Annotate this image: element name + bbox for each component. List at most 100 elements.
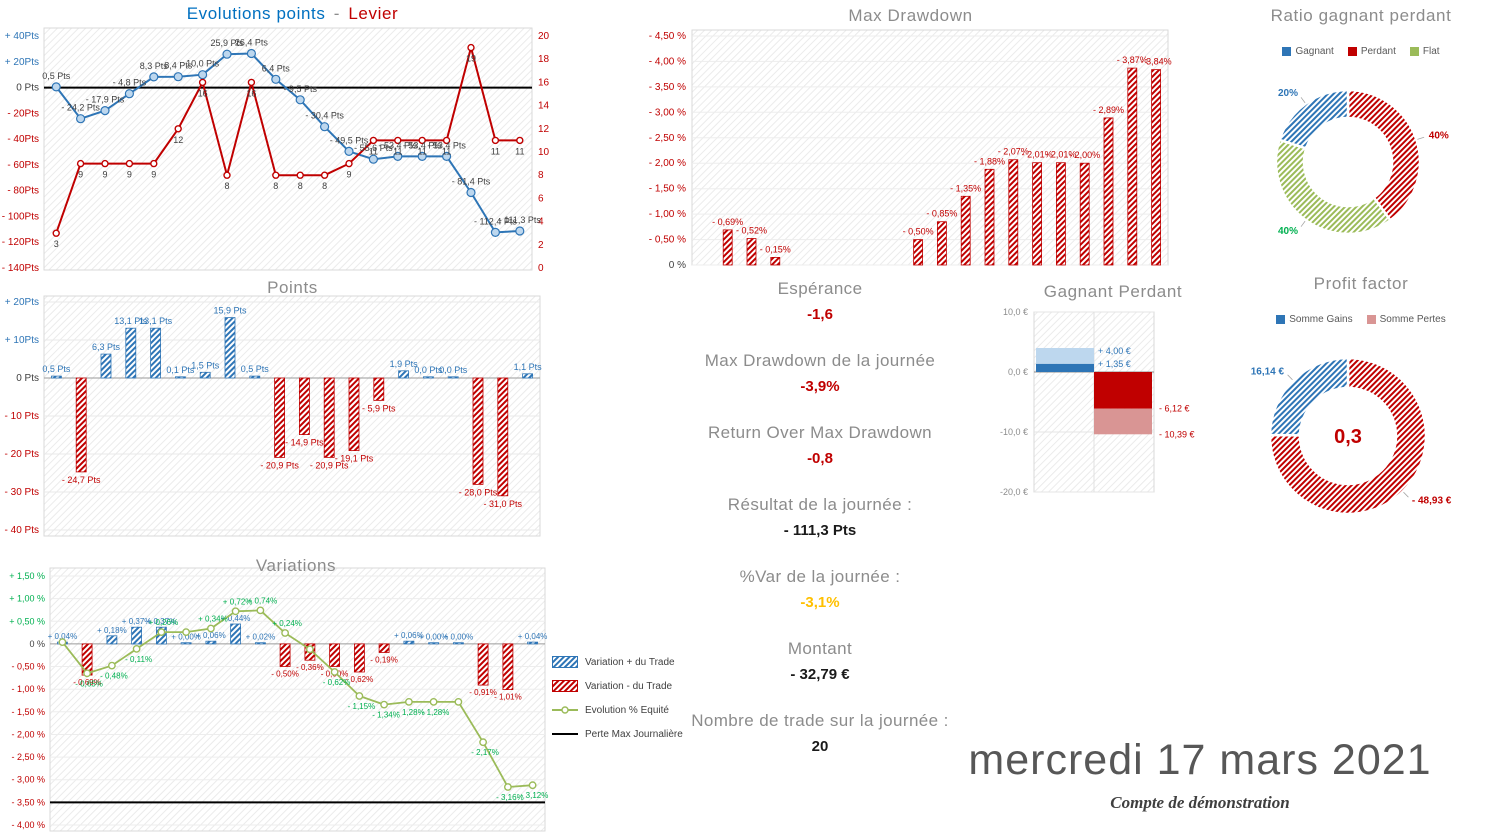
svg-text:0 Pts: 0 Pts (16, 373, 39, 384)
svg-text:6,4 Pts: 6,4 Pts (262, 63, 291, 73)
svg-text:11: 11 (491, 146, 500, 156)
svg-text:+ 0,02%: + 0,02% (246, 633, 276, 642)
stat-return-over-mdd-label: Return Over Max Drawdown (707, 423, 933, 442)
stat-var-journee: %Var de la journée : -3,1% (660, 564, 980, 616)
svg-text:+ 0,44%: + 0,44% (221, 614, 251, 623)
gagnant-perdant-section: Gagnant Perdant 10,0 € 0,0 € -10,0 € -20,0 … (988, 276, 1238, 511)
ratio-legend-flat-label: Flat (1422, 46, 1440, 57)
variations-chart-title: Variations (255, 556, 337, 575)
svg-text:+ 0,18%: + 0,18% (97, 626, 127, 635)
legend-item-variation-minus: Variation - du Trade (552, 680, 683, 692)
svg-text:- 20,9 Pts: - 20,9 Pts (310, 460, 349, 470)
svg-text:- 100Pts: - 100Pts (2, 211, 39, 222)
ratio-legend-gagnant-label: Gagnant (1295, 46, 1334, 57)
svg-text:- 60Pts: - 60Pts (7, 160, 39, 171)
svg-text:26,4 Pts: 26,4 Pts (235, 38, 269, 48)
flat-swatch (1409, 47, 1419, 56)
svg-text:8: 8 (298, 181, 303, 191)
variation-plus-swatch (552, 656, 578, 668)
ratio-legend-perdant: Perdant (1347, 46, 1396, 57)
svg-text:- 53,4 Pts: - 53,4 Pts (403, 140, 442, 150)
svg-text:- 0,36%: - 0,36% (296, 663, 324, 672)
svg-text:11: 11 (515, 146, 524, 156)
legend-item-variation-plus: Variation + du Trade (552, 656, 683, 668)
legend-label-variation-plus: Variation + du Trade (585, 656, 675, 668)
evolution-chart-title: Evolutions points - Levier (0, 4, 585, 24)
svg-text:- 0,85%: - 0,85% (926, 209, 957, 219)
svg-text:- 30 Pts: - 30 Pts (5, 487, 39, 498)
svg-text:25,9 Pts: 25,9 Pts (210, 38, 244, 48)
gagnant-perdant-title: Gagnant Perdant (1043, 282, 1183, 301)
svg-text:- 3,00 %: - 3,00 % (11, 775, 45, 785)
svg-text:19: 19 (466, 54, 476, 64)
svg-text:0 %: 0 % (29, 639, 45, 649)
svg-text:1,1 Pts: 1,1 Pts (514, 362, 543, 372)
points-bar-chart: + 20Pts + 10Pts 0 Pts - 10 Pts - 20 Pts - 30 … (5, 295, 543, 537)
svg-text:20%: 20% (1278, 88, 1298, 99)
svg-text:- 53,4 Pts: - 53,4 Pts (427, 140, 466, 150)
svg-text:- 2,07%: - 2,07% (998, 147, 1029, 157)
stat-nb-trades: Nombre de trade sur la journée : 20 (660, 708, 980, 760)
svg-text:- 24,7 Pts: - 24,7 Pts (62, 475, 101, 485)
svg-text:16: 16 (198, 88, 208, 98)
evolution-title-levier: Levier (348, 4, 399, 23)
svg-text:11: 11 (442, 146, 451, 156)
svg-text:+ 0,04%: + 0,04% (518, 632, 548, 641)
svg-text:- 55,6 Pts: - 55,6 Pts (354, 143, 393, 153)
svg-text:- 40 Pts: - 40 Pts (5, 525, 39, 536)
svg-text:-20,0 €: -20,0 € (1000, 487, 1028, 497)
svg-text:8: 8 (322, 181, 327, 191)
evolution-title-separator: - (333, 4, 341, 23)
legend-somme-pertes: Somme Pertes (1366, 314, 1446, 325)
svg-text:- 1,15%: - 1,15% (348, 702, 376, 711)
svg-text:+ 0,04%: + 0,04% (48, 632, 78, 641)
svg-text:- 17,9 Pts: - 17,9 Pts (86, 95, 125, 105)
stat-montant: Montant - 32,79 € (660, 636, 980, 688)
variations-chart: + 1,50 % + 1,00 % + 0,50 % 0 % - 0,50 % - 1,0… (9, 567, 549, 832)
svg-text:- 3,12%: - 3,12% (521, 791, 549, 800)
stat-resultat-value: - 111,3 Pts (783, 522, 857, 539)
max-drawdown-chart: - 4,50 % - 4,00 % - 3,50 % - 3,00 % - 2,50 %… (649, 29, 1172, 271)
svg-text:+ 1,35 €: + 1,35 € (1098, 359, 1131, 369)
svg-text:- 1,35%: - 1,35% (950, 183, 981, 193)
svg-text:- 3,87%: - 3,87% (1117, 55, 1148, 65)
legend-label-max-loss: Perte Max Journalière (585, 728, 683, 740)
svg-text:+ 4,00 €: + 4,00 € (1098, 346, 1131, 356)
account-name: Compte de démonstration (1110, 793, 1290, 812)
legend-item-max-loss: Perte Max Journalière (552, 728, 683, 740)
svg-text:9: 9 (78, 170, 83, 180)
svg-text:- 1,88%: - 1,88% (974, 156, 1005, 166)
svg-text:0,0 Pts: 0,0 Pts (414, 365, 443, 375)
svg-text:- 0,69%: - 0,69% (712, 217, 743, 227)
stat-var-journee-label: %Var de la journée : (739, 567, 901, 586)
svg-text:15,9 Pts: 15,9 Pts (213, 306, 247, 316)
svg-text:+ 0,74%: + 0,74% (248, 596, 278, 605)
somme-gains-swatch (1276, 315, 1286, 324)
svg-text:8: 8 (538, 170, 544, 181)
svg-text:+ 1,50 %: + 1,50 % (9, 571, 45, 581)
ratio-gagnant-perdant-title: Ratio gagnant perdant (1270, 6, 1452, 25)
svg-text:- 1,50 %: - 1,50 % (11, 707, 45, 717)
svg-text:3: 3 (54, 239, 59, 249)
svg-text:- 40Pts: - 40Pts (7, 134, 39, 145)
max-drawdown-section: Max Drawdown - 4,50 % - 4,00 % - 3,50 % - 3… (628, 0, 1193, 272)
stat-var-journee-value: -3,1% (800, 594, 840, 611)
svg-text:+ 1,00 %: + 1,00 % (9, 594, 45, 604)
variation-minus-swatch (552, 680, 578, 692)
svg-text:0,5 Pts: 0,5 Pts (42, 71, 71, 81)
svg-text:0,0 Pts: 0,0 Pts (439, 365, 468, 375)
legend-label-equity: Evolution % Equité (585, 704, 669, 716)
svg-text:- 1,28%: - 1,28% (422, 708, 450, 717)
svg-text:- 1,50 %: - 1,50 % (649, 184, 686, 195)
svg-text:11: 11 (393, 146, 402, 156)
svg-text:- 0,50 %: - 0,50 % (649, 235, 686, 246)
stat-max-drawdown-day: Max Drawdown de la journée -3,9% (660, 348, 980, 400)
perdant-swatch (1347, 47, 1357, 56)
svg-text:10,0 €: 10,0 € (1003, 307, 1028, 317)
evolution-title-points: Evolutions points (186, 4, 326, 23)
svg-text:- 0,19%: - 0,19% (370, 656, 398, 665)
ratio-legend-gagnant: Gagnant (1282, 46, 1334, 57)
ratio-legend-flat: Flat (1409, 46, 1440, 57)
svg-text:- 80Pts: - 80Pts (7, 186, 39, 197)
svg-text:+ 0,06%: + 0,06% (394, 631, 424, 640)
